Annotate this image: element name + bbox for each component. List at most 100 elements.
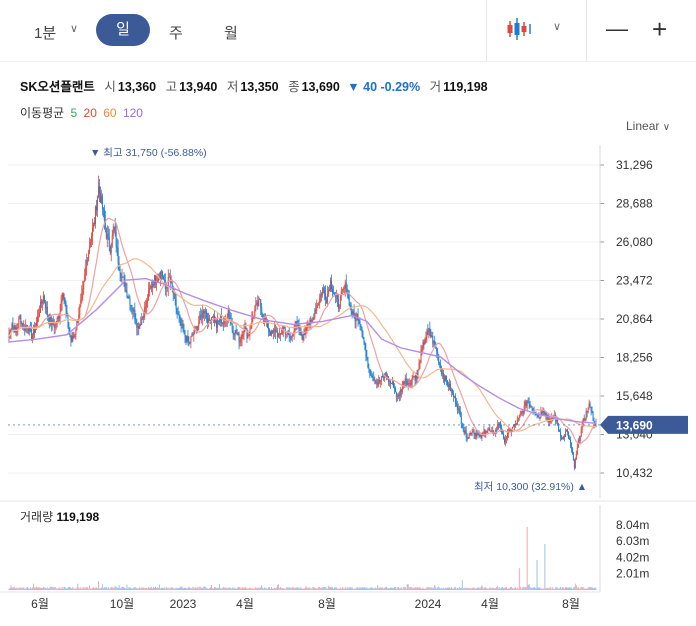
volume-bar — [478, 587, 480, 590]
volume-bar — [227, 587, 229, 590]
moving-average-legend[interactable]: 이동평균 5 20 60 120 — [20, 104, 143, 121]
volume-bar — [329, 587, 331, 590]
volume-bar — [474, 588, 476, 590]
zoom-in-button[interactable]: + — [652, 14, 668, 44]
volume-bar — [57, 588, 59, 590]
candle-body — [179, 316, 181, 319]
candle-body — [89, 245, 91, 252]
candle-body — [204, 311, 206, 314]
volume-bar — [472, 587, 474, 590]
candle-body — [352, 311, 354, 315]
candle-body — [40, 301, 42, 304]
candle-body — [568, 438, 570, 440]
candle-body — [280, 333, 282, 335]
candle-body — [173, 293, 175, 295]
interval-month-tab[interactable]: 월 — [224, 25, 238, 42]
candle-body — [459, 411, 461, 417]
scale-selector[interactable]: Linear ∨ — [626, 119, 670, 133]
candle-body — [168, 276, 170, 278]
volume-bar — [33, 583, 35, 590]
volume-bar — [554, 588, 556, 590]
volume-bar — [303, 588, 305, 590]
candle-body — [335, 295, 337, 297]
candle-body — [212, 317, 214, 318]
volume-bar — [498, 588, 500, 590]
chevron-down-icon[interactable]: ∨ — [70, 23, 79, 35]
candle-body — [98, 185, 100, 194]
candle-body — [55, 324, 57, 325]
volume-bar — [132, 588, 134, 590]
candle-body — [61, 299, 63, 303]
candle-body — [201, 315, 203, 319]
candle-body — [143, 316, 145, 318]
candle-body — [545, 414, 547, 416]
candle-body — [314, 309, 316, 318]
volume-bar — [276, 584, 278, 590]
volume-bar — [131, 588, 133, 590]
interval-day-tab[interactable]: 일 — [96, 14, 150, 46]
volume-bar — [341, 586, 343, 590]
interval-week-tab[interactable]: 주 — [169, 25, 183, 42]
volume-bar — [545, 588, 547, 590]
volume-bar — [349, 586, 351, 590]
candle-body — [108, 236, 110, 247]
volume-bar — [421, 588, 423, 590]
candle-body — [443, 372, 445, 378]
volume-bar — [175, 587, 177, 590]
volume-bar — [259, 587, 261, 590]
min-annotation: 최저 10,300 (32.91%) ▲ — [474, 481, 587, 493]
zoom-out-button[interactable]: — — [606, 16, 628, 41]
candle-body — [332, 292, 334, 294]
candle-body — [199, 315, 201, 323]
ma60-legend: 60 — [103, 106, 117, 120]
candle-body — [88, 251, 90, 261]
candle-body — [127, 297, 129, 299]
volume-bar — [312, 587, 314, 590]
volume-bar — [591, 587, 593, 590]
volume-bar — [237, 586, 239, 590]
candle-body — [240, 339, 242, 342]
volume-bar — [148, 586, 150, 590]
candle-body — [197, 325, 199, 332]
candle-body — [539, 417, 541, 419]
candle-body — [383, 376, 385, 378]
volume-bar — [363, 587, 365, 590]
volume-bar — [109, 587, 111, 590]
volume-bar — [98, 588, 100, 590]
candle-body — [114, 226, 116, 232]
candle-body — [353, 311, 355, 318]
candle-body — [91, 235, 93, 243]
volume-bar — [457, 588, 459, 590]
candle-body — [182, 324, 184, 330]
volume-bar — [369, 587, 371, 590]
candle-body — [194, 327, 196, 334]
volume-bar — [552, 587, 554, 590]
volume-bar — [159, 588, 161, 590]
volume-bar — [90, 588, 92, 590]
candle-body — [433, 340, 435, 344]
volume-bar — [213, 588, 215, 590]
candle-body — [345, 282, 347, 290]
volume-bar — [238, 586, 240, 590]
candlestick-type-icon[interactable] — [506, 15, 532, 43]
candle-body — [511, 426, 513, 431]
interval-1min-tab[interactable]: 1분 — [34, 25, 57, 42]
volume-bar — [270, 588, 272, 590]
candle-body — [522, 411, 524, 413]
volume-bar — [354, 588, 356, 590]
volume-bar — [107, 586, 109, 590]
candle-body — [176, 308, 178, 313]
candle-body — [586, 411, 588, 413]
volume-bar — [399, 588, 401, 590]
candle-body — [406, 380, 408, 385]
candle-body — [216, 320, 218, 328]
volume-bar — [366, 587, 368, 590]
candle-body — [429, 328, 431, 335]
volume-bar — [470, 588, 472, 590]
candle-body — [524, 402, 526, 406]
volume-bar — [450, 586, 452, 590]
chart-type-chevron-icon[interactable]: ∨ — [553, 21, 562, 33]
volume-bar — [595, 588, 597, 590]
volume-bar — [485, 587, 487, 590]
